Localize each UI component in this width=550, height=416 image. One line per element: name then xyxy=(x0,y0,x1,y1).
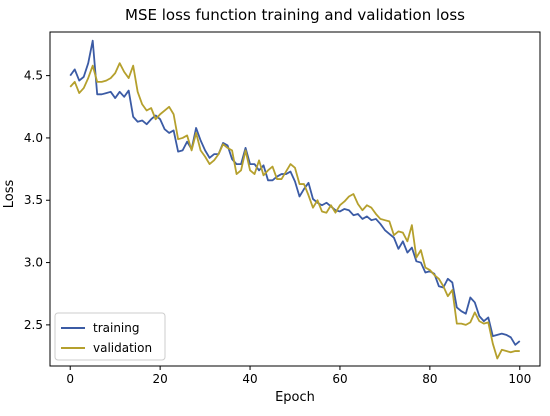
y-axis-label: Loss xyxy=(2,180,17,209)
legend-label-validation: validation xyxy=(93,341,152,355)
plot-area: 0 20 40 60 80 100 2.5 3.0 3.5 4.0 4.5 training valid… xyxy=(24,31,541,386)
x-tick-label: 60 xyxy=(332,372,347,386)
x-tick-label: 0 xyxy=(66,372,74,386)
x-tick-label: 100 xyxy=(508,372,531,386)
y-tick-label: 4.5 xyxy=(24,69,43,83)
y-tick-label: 4.0 xyxy=(24,131,43,145)
x-tick-label: 20 xyxy=(152,372,167,386)
x-tick-label: 80 xyxy=(422,372,437,386)
x-axis-label: Epoch xyxy=(275,390,315,405)
y-tick-label: 2.5 xyxy=(24,318,43,332)
x-tick-label: 40 xyxy=(242,372,257,386)
series-line-validation xyxy=(69,62,520,360)
series-line-training xyxy=(69,39,521,346)
axes-frame xyxy=(49,31,541,367)
legend-label-training: training xyxy=(93,321,140,335)
chart-title: MSE loss function training and validatio… xyxy=(125,6,465,24)
y-tick-label: 3.5 xyxy=(24,193,43,207)
y-tick-label: 3.0 xyxy=(24,256,43,270)
